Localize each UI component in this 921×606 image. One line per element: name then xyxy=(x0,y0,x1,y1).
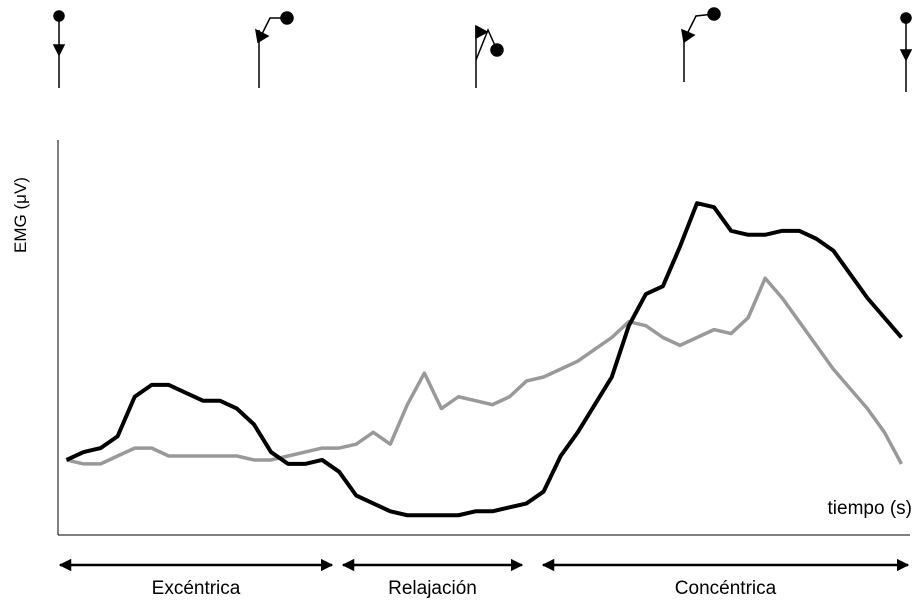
x-axis-label: tiempo (s) xyxy=(828,498,912,519)
phase-label: Excéntrica xyxy=(152,578,241,599)
data-line xyxy=(67,203,902,515)
stick-figures xyxy=(54,8,911,92)
chart: EMG (μV) tiempo (s) Excéntrica Relajación… xyxy=(0,0,921,601)
data-line xyxy=(67,278,902,464)
phase-label: Concéntrica xyxy=(675,578,777,599)
phase-label: Relajación xyxy=(388,578,477,599)
y-axis-label: EMG (μV) xyxy=(11,177,30,253)
